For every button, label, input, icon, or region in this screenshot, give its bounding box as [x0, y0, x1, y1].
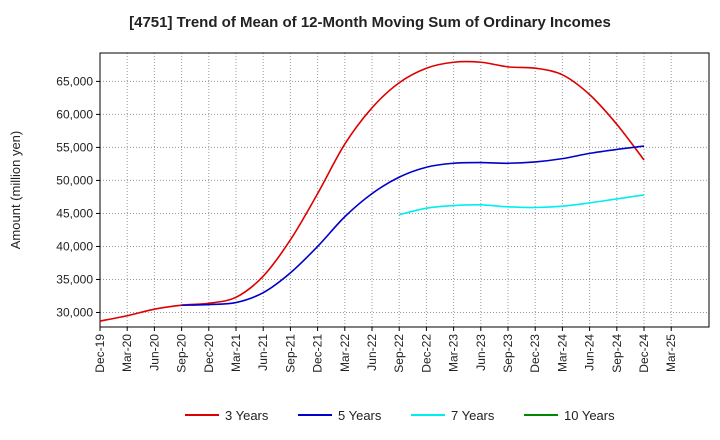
- x-tick-label: Dec-21: [311, 334, 325, 373]
- x-tick-label: Jun-23: [474, 334, 488, 371]
- series-line-7-years: [399, 194, 645, 216]
- x-tick-label: Jun-22: [365, 334, 379, 371]
- y-tick-label: 65,000: [56, 74, 93, 88]
- x-tick-label: Sep-20: [175, 334, 189, 373]
- plot-area: [100, 53, 709, 327]
- y-tick-label: 40,000: [56, 239, 93, 253]
- x-tick-label: Dec-20: [202, 334, 216, 373]
- series-line-5-years: [181, 145, 645, 307]
- legend-label-5-years: 5 Years: [338, 408, 382, 423]
- y-tick-label: 55,000: [56, 140, 93, 154]
- x-tick-label: Mar-20: [120, 334, 134, 372]
- x-tick-label: Sep-22: [392, 334, 406, 373]
- y-tick-label: 50,000: [56, 173, 93, 187]
- legend-label-10-years: 10 Years: [564, 408, 615, 423]
- x-tick-label: Jun-24: [583, 334, 597, 371]
- series-lines: [99, 60, 645, 322]
- x-tick-label: Dec-24: [637, 334, 651, 373]
- x-tick-label: Dec-23: [528, 334, 542, 373]
- y-tick-label: 35,000: [56, 272, 93, 286]
- legend: 3 Years 5 Years 7 Years 10 Years: [185, 408, 615, 423]
- x-tick-label: Jun-21: [256, 334, 270, 371]
- x-tick-label: Sep-24: [610, 334, 624, 373]
- x-tick-label: Mar-24: [555, 334, 569, 372]
- x-tick-label: Mar-21: [229, 334, 243, 372]
- plot-frame: [99, 52, 710, 328]
- y-tick-label: 60,000: [56, 107, 93, 121]
- x-tick-label: Dec-22: [419, 334, 433, 373]
- x-tick-label: Mar-25: [664, 334, 678, 372]
- x-axis-ticks: Dec-19 Mar-20 Jun-20 Sep-20 Dec-20 Mar-21 Jun-…: [93, 327, 678, 373]
- legend-label-3-years: 3 Years: [225, 408, 269, 423]
- x-tick-label: Mar-22: [338, 334, 352, 372]
- y-tick-label: 45,000: [56, 206, 93, 220]
- x-tick-label: Jun-20: [147, 334, 161, 371]
- x-tick-label: Mar-23: [447, 334, 461, 372]
- x-tick-label: Sep-21: [283, 334, 297, 373]
- y-axis-ticks: 30,000 35,000 40,000 45,000 50,000 55,000 60,0…: [56, 74, 100, 319]
- x-tick-label: Sep-23: [501, 334, 515, 373]
- y-tick-label: 30,000: [56, 305, 93, 319]
- y-axis-label: Amount (million yen): [8, 131, 23, 250]
- x-tick-label: Dec-19: [93, 334, 107, 373]
- legend-label-7-years: 7 Years: [451, 408, 495, 423]
- chart-title: [4751] Trend of Mean of 12-Month Moving …: [129, 14, 611, 31]
